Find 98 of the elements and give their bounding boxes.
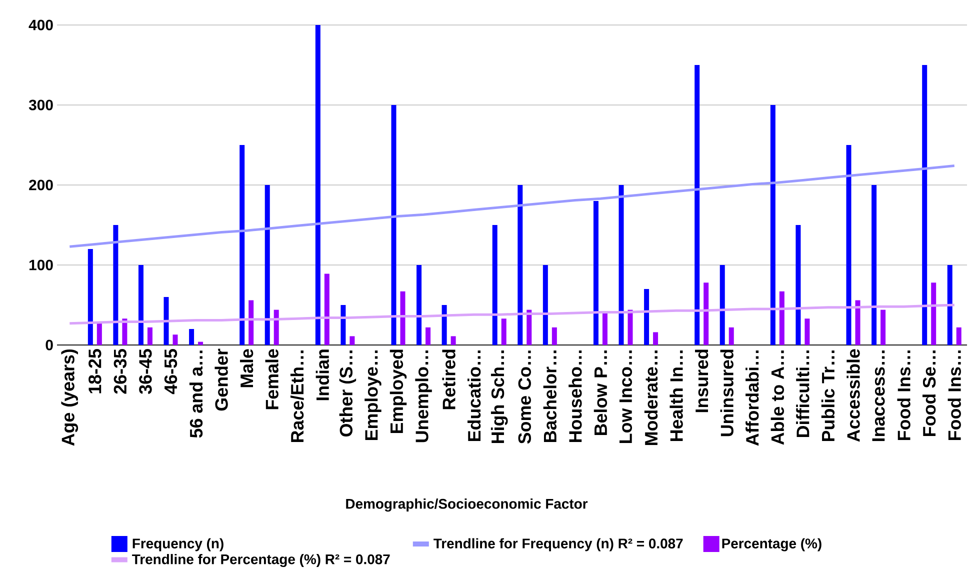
bar	[628, 310, 633, 345]
bar	[426, 327, 431, 345]
x-tick-label: Female	[265, 349, 278, 410]
x-tick-label: Difficulti…	[796, 350, 810, 437]
bar	[172, 334, 178, 345]
bar	[501, 318, 506, 345]
bar	[728, 327, 734, 345]
bar	[720, 265, 725, 345]
bar	[518, 185, 523, 345]
x-tick-label: Food Ins…	[948, 350, 961, 440]
bar	[442, 305, 447, 345]
bar	[240, 144, 245, 345]
x-tick-label: 18-25	[88, 349, 102, 394]
y-tick-label: 400	[28, 20, 53, 30]
bar	[492, 225, 498, 345]
bar	[770, 104, 776, 345]
legend-label: Trendline for Percentage (%) R² = 0.087	[132, 554, 390, 568]
bar	[147, 327, 152, 345]
bar	[947, 265, 952, 345]
x-tick-label: 36-45	[139, 349, 152, 394]
x-tick-label: Affordabi…	[746, 350, 759, 446]
legend-label: Frequency (n)	[132, 538, 224, 552]
bar	[644, 289, 650, 345]
x-tick-label: Able to A…	[770, 350, 784, 445]
bar	[704, 282, 709, 345]
bar	[846, 144, 852, 345]
x-tick-label: Bachelor…	[543, 350, 557, 442]
bar	[922, 64, 928, 345]
x-tick-label: Below P…	[594, 350, 608, 435]
x-tick-label: Public Tr…	[821, 350, 835, 441]
legend-label: Percentage (%)	[722, 538, 822, 552]
x-tick-label: Other (S…	[339, 350, 356, 436]
x-tick-label: Indian	[316, 350, 329, 400]
x-tick-label: Health In…	[670, 350, 683, 441]
x-tick-label: Employe…	[364, 350, 382, 440]
bar	[450, 336, 456, 345]
y-tick-label: 100	[29, 260, 53, 270]
legend-label: Trendline for Frequency (n) R² = 0.087	[434, 538, 683, 552]
x-axis-title: Demographic/Socioeconomic Factor	[346, 498, 588, 512]
bar	[542, 265, 548, 345]
bar	[88, 249, 93, 345]
bar	[526, 310, 532, 345]
x-tick-label: Inaccess…	[872, 350, 885, 442]
x-tick-label: Low Inco…	[619, 350, 632, 443]
bar	[602, 313, 608, 345]
x-tick-label: Food Ins…	[897, 350, 910, 440]
x-tick-label: Gender	[214, 348, 228, 411]
bar	[779, 291, 784, 345]
bar	[164, 297, 169, 345]
x-tick-label: 26-35	[114, 349, 127, 394]
bar	[804, 318, 810, 345]
x-tick-label: Unemplo…	[415, 350, 432, 442]
bar	[122, 318, 128, 345]
bar	[880, 310, 886, 345]
x-tick-label: Uninsured	[720, 350, 734, 436]
x-tick-label: Educatio…	[467, 350, 481, 441]
x-tick-label: 46-55	[164, 349, 178, 394]
x-tick-label: Househo…	[568, 350, 582, 442]
bar	[274, 310, 279, 345]
bar	[189, 329, 194, 345]
bar	[391, 104, 396, 345]
bar	[653, 332, 658, 345]
bar	[855, 300, 860, 345]
x-tick-label: Accessible	[846, 349, 860, 442]
bar	[324, 274, 330, 345]
x-tick-label: Retired	[442, 350, 456, 410]
x-tick-label: Age (years)	[61, 349, 78, 446]
bar	[872, 185, 877, 345]
x-tick-label: Race/Eth…	[290, 350, 304, 442]
bar	[618, 185, 624, 345]
bar	[796, 225, 801, 345]
y-tick-label: 300	[28, 100, 53, 110]
x-tick-label: Some Co…	[518, 350, 531, 444]
x-tick-label: 56 and a…	[189, 350, 203, 438]
x-tick-label: Insured	[695, 350, 708, 412]
bar	[315, 24, 320, 345]
bar	[552, 327, 557, 345]
bar	[416, 265, 422, 345]
x-tick-label: Employed	[390, 350, 407, 434]
x-tick-label: Moderate…	[644, 350, 658, 445]
bar	[593, 201, 598, 345]
bar	[264, 185, 270, 345]
y-tick-label: 0	[46, 340, 53, 350]
bar	[956, 327, 962, 345]
bar	[340, 305, 346, 345]
bar	[350, 336, 355, 345]
bar	[248, 300, 254, 345]
bar	[931, 282, 936, 345]
bar	[694, 64, 700, 345]
x-tick-label: High Sch…	[490, 350, 508, 443]
bar	[198, 342, 204, 345]
bar	[138, 265, 144, 345]
y-tick-label: 200	[29, 180, 53, 190]
x-tick-label: Male	[240, 349, 254, 388]
bar	[96, 323, 102, 345]
x-tick-label: Food Se…	[922, 350, 936, 436]
bar	[113, 225, 118, 345]
bar	[400, 291, 406, 345]
